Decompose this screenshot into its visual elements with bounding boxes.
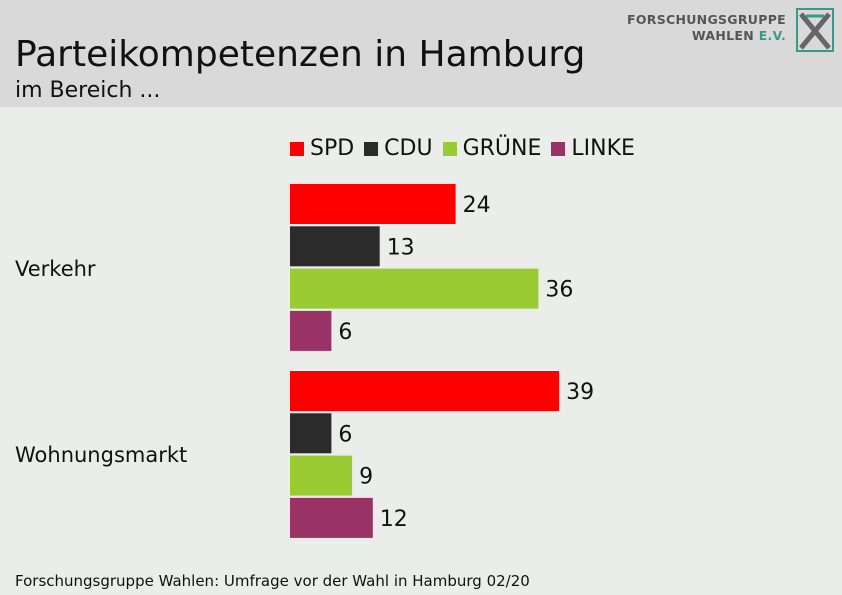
logo-text: FORSCHUNGSGRUPPE WAHLEN E.V. [627, 12, 786, 44]
legend-swatch [364, 141, 379, 156]
bar-verkehr-linke [290, 310, 332, 351]
logo-line2-accent: E.V. [758, 28, 786, 43]
data-label-verkehr-linke: 6 [338, 320, 352, 345]
source-note: Forschungsgruppe Wahlen: Umfrage vor der… [15, 572, 530, 590]
legend-item-linke: LINKE [551, 136, 635, 161]
data-label-verkehr-grüne: 36 [545, 278, 573, 303]
bar-wohnungsmarkt-grüne [290, 455, 353, 496]
data-label-wohnungsmarkt-cdu: 6 [338, 422, 352, 447]
page-title: Parteikompetenzen in Hamburg [15, 34, 586, 75]
legend-label: SPD [310, 136, 355, 161]
legend-swatch [551, 141, 566, 156]
category-label-wohnungsmarkt: Wohnungsmarkt [15, 443, 188, 467]
legend-swatch [290, 141, 304, 156]
legend-item-grüne: GRÜNE [442, 136, 542, 161]
logo-x-icon [796, 8, 834, 52]
logo-line1: FORSCHUNGSGRUPPE [627, 12, 786, 27]
data-label-wohnungsmarkt-spd: 39 [566, 380, 594, 405]
legend-item-cdu: CDU [364, 136, 433, 161]
header-band: Parteikompetenzen in Hamburg im Bereich … [0, 0, 842, 107]
bar-wohnungsmarkt-cdu [290, 413, 332, 454]
bar-wohnungsmarkt-spd [290, 371, 560, 411]
legend-swatch [442, 141, 457, 156]
logo-line2-main: WAHLEN [691, 28, 755, 43]
data-label-wohnungsmarkt-grüne: 9 [359, 465, 373, 490]
bar-wohnungsmarkt-linke [290, 497, 373, 538]
data-label-wohnungsmarkt-linke: 12 [380, 507, 408, 532]
category-label-verkehr: Verkehr [15, 257, 96, 281]
legend-label: LINKE [571, 136, 635, 161]
bar-verkehr-cdu [290, 226, 380, 267]
bar-verkehr-grüne [290, 268, 539, 309]
data-label-verkehr-cdu: 13 [387, 235, 415, 260]
legend-label: CDU [384, 136, 433, 161]
bar-verkehr-spd [290, 184, 456, 224]
legend-label: GRÜNE [462, 136, 542, 161]
legend-item-spd: SPD [290, 136, 354, 161]
page-subtitle: im Bereich ... [15, 78, 161, 103]
data-label-verkehr-spd: 24 [463, 193, 491, 218]
chart-legend: SPD CDU GRÜNE LINKE [290, 136, 645, 161]
logo-line2: WAHLEN E.V. [627, 28, 786, 44]
